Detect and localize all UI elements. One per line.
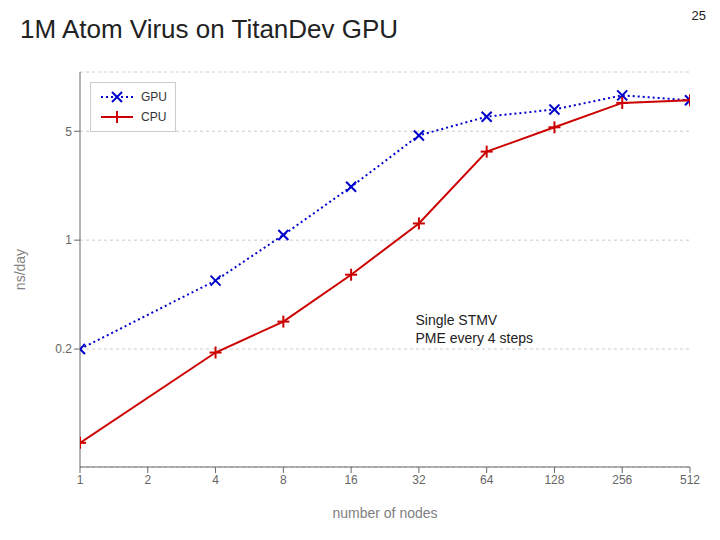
- svg-text:4: 4: [212, 473, 219, 487]
- html-text:GPU: GPU: [141, 90, 167, 104]
- html-text:1M Atom Virus on TitanDev GPU: 1M Atom Virus on TitanDev GPU: [20, 14, 399, 44]
- svg-text:ns/day: ns/day: [12, 249, 28, 290]
- svg-text:512: 512: [680, 473, 700, 487]
- svg-text:1: 1: [77, 473, 84, 487]
- svg-text:32: 32: [412, 473, 426, 487]
- svg-text:8: 8: [280, 473, 287, 487]
- svg-text:0.2: 0.2: [55, 342, 72, 356]
- svg-text:64: 64: [480, 473, 494, 487]
- svg-text:256: 256: [612, 473, 632, 487]
- svg-text:2: 2: [144, 473, 151, 487]
- svg-text:1: 1: [65, 233, 72, 247]
- svg-text:128: 128: [544, 473, 564, 487]
- svg-text:16: 16: [344, 473, 358, 487]
- html-text:CPU: CPU: [141, 110, 167, 124]
- html-text:Single STMV PME every 4 steps: Single STMV PME every 4 steps: [415, 311, 533, 346]
- svg-text:number of nodes: number of nodes: [332, 505, 437, 521]
- html-text:25: 25: [691, 8, 706, 23]
- svg-text:5: 5: [65, 125, 72, 139]
